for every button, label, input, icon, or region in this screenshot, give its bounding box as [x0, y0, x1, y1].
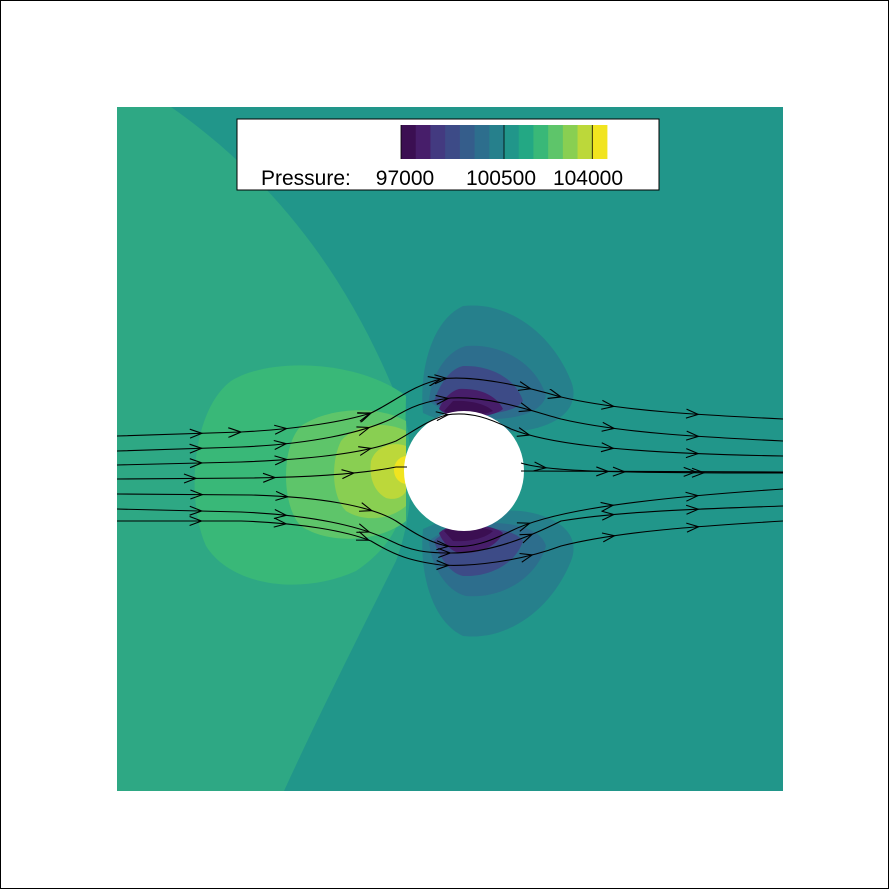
colorbar-swatch: [518, 125, 534, 159]
colorbar-swatch: [533, 125, 549, 159]
colorbar-swatch: [459, 125, 475, 159]
streamline-arrow: [600, 442, 615, 453]
streamline-arrow: [275, 490, 290, 501]
streamline-arrow: [438, 547, 452, 559]
streamline-arrow: [262, 472, 277, 483]
streamline-arrow: [685, 430, 700, 441]
streamline-arrow: [434, 374, 449, 385]
streamline-arrow: [190, 489, 204, 500]
colorbar-swatch: [577, 125, 593, 159]
streamline-arrow: [273, 439, 288, 450]
streamline-arrow: [183, 473, 198, 484]
streamline-arrow: [685, 491, 700, 502]
legend-label: Pressure:: [261, 167, 351, 190]
streamline-arrow: [516, 522, 532, 532]
streamline: [117, 397, 783, 452]
streamline-arrow: [189, 428, 204, 439]
streamline-arrow: [358, 502, 374, 512]
streamline-arrow: [273, 517, 288, 528]
colorbar-swatch: [548, 125, 564, 159]
colorbar-tick-label: 97000: [376, 167, 434, 190]
streamline-arrow: [685, 448, 700, 459]
streamline-arrow: [358, 446, 373, 456]
streamline-arrow: [357, 412, 372, 422]
colorbar-swatch: [445, 125, 461, 159]
streamline-arrow: [600, 501, 615, 512]
streamline-arrow: [517, 381, 533, 391]
streamline: [117, 488, 783, 548]
colorbar-swatch: [474, 125, 490, 159]
colorbar-swatch: [562, 125, 578, 159]
streamline-arrow: [274, 455, 289, 466]
streamline-arrows: [183, 374, 706, 571]
pressure-field: [117, 107, 783, 791]
streamline-arrow: [518, 402, 533, 413]
streamline-arrow: [519, 552, 534, 563]
colorbar-swatch: [489, 125, 505, 159]
streamline-arrow: [355, 531, 371, 541]
streamline-arrow: [516, 427, 532, 437]
streamline-arrow: [189, 443, 204, 454]
streamline-arrow: [596, 466, 610, 477]
streamline-arrow: [533, 461, 548, 472]
streamline-arrow: [274, 424, 289, 435]
streamline: [117, 505, 783, 554]
colorbar-swatch: [401, 125, 417, 159]
colorbar-swatch: [504, 125, 520, 159]
colorbar: [400, 125, 608, 159]
streamline-arrow: [356, 426, 371, 436]
streamline-arrow: [601, 510, 616, 521]
streamline-arrow: [685, 504, 700, 515]
streamline: [117, 378, 783, 436]
streamline-arrow: [686, 522, 701, 533]
colorbar-tick-label: 104000: [553, 167, 623, 190]
contour-band: [370, 444, 406, 499]
streamline-arrow: [612, 466, 627, 477]
colorbar-tick-label: 100500: [466, 167, 536, 190]
colorbar-swatch: [415, 125, 431, 159]
streamline-arrow: [436, 540, 451, 551]
streamline-arrow: [685, 408, 700, 419]
streamline-arrow: [356, 523, 371, 533]
streamline-arrow: [691, 467, 706, 478]
colorbar-swatch: [430, 125, 446, 159]
legend: Pressure: 97000 100500 104000: [236, 118, 660, 191]
streamline-arrow: [435, 394, 450, 405]
streamline-arrow: [601, 399, 616, 410]
streamline-arrow: [189, 505, 204, 516]
streamline-arrow: [189, 458, 204, 469]
streamline-arrow: [436, 560, 451, 571]
streamline-arrow: [519, 533, 534, 544]
streamline-arrow: [601, 421, 616, 432]
colorbar-swatch: [592, 125, 608, 159]
cylinder-obstacle: [404, 411, 524, 531]
streamline-arrow: [435, 411, 450, 422]
contour-band: [394, 456, 407, 484]
streamline-arrow: [601, 532, 617, 543]
streamlines: [117, 378, 783, 566]
streamline-arrow: [683, 466, 698, 477]
streamline-arrow: [273, 509, 288, 520]
streamline: [117, 520, 783, 566]
streamline: [117, 413, 783, 466]
streamline-arrow: [341, 469, 356, 480]
streamline-arrow: [189, 515, 204, 527]
